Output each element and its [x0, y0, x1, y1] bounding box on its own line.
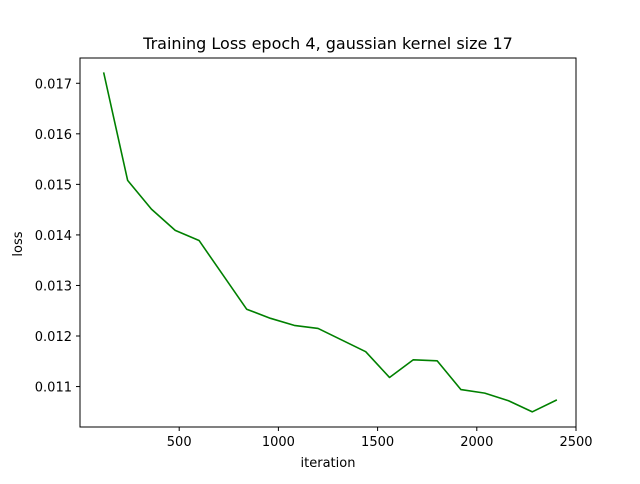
y-tick-label: 0.017 — [35, 77, 72, 92]
x-tick-label: 1000 — [262, 435, 295, 450]
x-tick-label: 2500 — [559, 435, 592, 450]
x-tick-label: 2000 — [460, 435, 493, 450]
chart-title: Training Loss epoch 4, gaussian kernel s… — [142, 34, 513, 53]
y-tick-label: 0.012 — [35, 330, 72, 345]
x-axis-label: iteration — [301, 456, 356, 471]
x-tick-label: 500 — [167, 435, 192, 450]
y-tick-label: 0.016 — [35, 128, 72, 143]
x-tick-label: 1500 — [361, 435, 394, 450]
y-axis-label: loss — [11, 231, 26, 256]
y-tick-label: 0.015 — [35, 178, 72, 193]
y-tick-label: 0.011 — [35, 381, 72, 396]
y-tick-label: 0.013 — [35, 279, 72, 294]
y-tick-label: 0.014 — [35, 229, 72, 244]
